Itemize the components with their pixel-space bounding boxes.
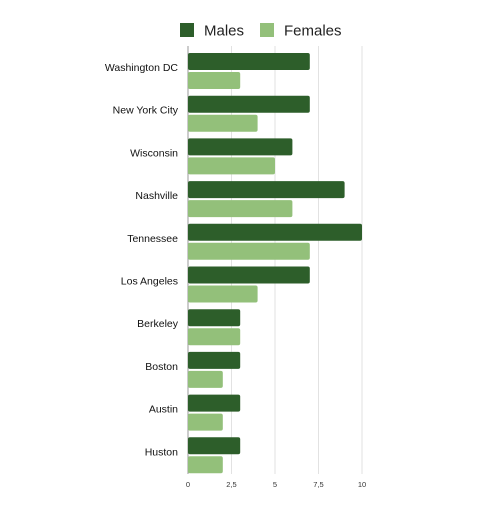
bars [188, 53, 362, 474]
category-label: Washington DC [105, 62, 179, 74]
category-label: New York City [113, 105, 179, 117]
category-label: Austin [149, 404, 178, 416]
bar-females [188, 328, 241, 346]
bar-males [188, 181, 345, 199]
bar-females [188, 413, 223, 431]
bar-females [188, 157, 275, 175]
legend: Males Females [180, 23, 342, 40]
x-tick-label: 5 [273, 480, 277, 489]
legend-swatch-females [260, 23, 274, 37]
category-label: Huston [145, 446, 178, 458]
x-tick-label: 7,5 [313, 480, 323, 489]
category-label: Tennessee [127, 233, 178, 245]
bar-males [188, 351, 241, 369]
bar-males [188, 309, 241, 327]
bar-males [188, 223, 362, 241]
bar-females [188, 72, 241, 89]
category-label: Nashville [135, 190, 178, 202]
bar-males [188, 138, 293, 156]
bar-females [188, 285, 258, 303]
legend-swatch-males [180, 23, 194, 37]
category-label: Berkeley [137, 318, 179, 330]
bar-males [188, 53, 310, 70]
x-tick-label: 10 [358, 480, 366, 489]
bar-females [188, 242, 310, 260]
bar-females [188, 456, 223, 474]
bar-males [188, 394, 241, 412]
bar-females [188, 200, 293, 218]
bar-males [188, 437, 241, 455]
x-tick-label: 0 [186, 480, 190, 489]
bar-females [188, 114, 258, 132]
bar-females [188, 370, 223, 388]
category-label: Los Angeles [121, 276, 178, 288]
bar-males [188, 95, 310, 113]
category-labels: Washington DC New York City Wisconsin Nashv… [105, 62, 179, 458]
legend-label-females: Females [284, 23, 342, 40]
legend-label-males: Males [204, 23, 244, 40]
x-tick-label: 2,5 [226, 480, 236, 489]
bar-males [188, 266, 310, 284]
category-label: Boston [145, 361, 178, 373]
x-tick-labels: 0 2,5 5 7,5 10 [186, 480, 366, 489]
category-label: Wisconsin [130, 147, 178, 159]
